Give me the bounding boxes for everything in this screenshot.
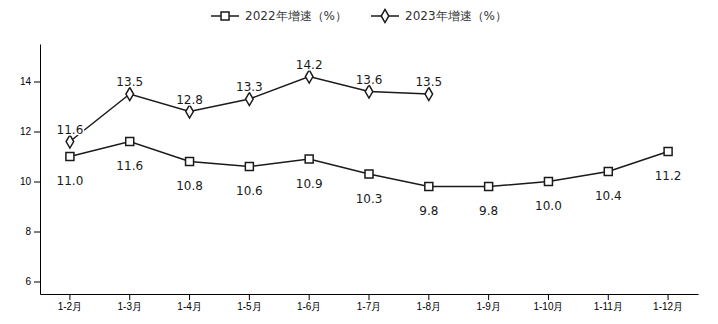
x-tick-label: 1-7月: [357, 301, 381, 312]
x-tick-label: 1-4月: [177, 301, 201, 312]
data-label: 9.8: [419, 204, 438, 218]
marker: [425, 183, 433, 191]
data-label: 13.3: [236, 80, 263, 94]
marker: [126, 138, 134, 146]
data-label: 11.6: [116, 159, 143, 173]
plot: 1-2月 1-3月 1-4月 1-5月 1-6月 1-7月 1-8月 1-9月 1-10月 1-1…: [20, 45, 699, 313]
y-axis: 6 8 10 12 14: [20, 45, 41, 295]
x-tick-mark: [488, 294, 489, 300]
y-tick-label: 12: [20, 126, 32, 137]
x-tick: 1-8月: [417, 294, 441, 312]
x-tick: 1-7月: [357, 294, 381, 312]
x-tick-label: 1-2月: [58, 301, 82, 312]
legend-marker: [221, 12, 229, 20]
x-tick: 1-11月: [594, 294, 623, 312]
marker: [305, 155, 313, 163]
x-tick-mark: [129, 294, 130, 300]
data-label: 10.4: [595, 189, 622, 203]
y-tick: 10: [20, 176, 40, 187]
data-label: 10.3: [356, 192, 383, 206]
marker: [365, 85, 373, 98]
data-label: 10.0: [535, 199, 562, 213]
data-label: 9.8: [479, 204, 498, 218]
marker: [186, 105, 194, 118]
legend: 2022年增速（%） 2023年增速（%）: [211, 9, 507, 23]
x-tick-mark: [309, 294, 310, 300]
y-tick-mark: [34, 82, 40, 83]
x-tick: 1-5月: [237, 294, 261, 312]
x-tick: 1-6月: [297, 294, 321, 312]
marker: [305, 70, 313, 83]
x-tick-label: 1-6月: [297, 301, 321, 312]
data-label: 10.6: [236, 184, 263, 198]
x-tick-label: 1-11月: [594, 301, 623, 312]
marker: [485, 183, 493, 191]
x-tick-label: 1-5月: [237, 301, 261, 312]
marker: [245, 163, 253, 171]
data-label: 12.8: [176, 93, 203, 107]
y-tick-mark: [34, 132, 40, 133]
legend-label: 2023年增速（%）: [405, 9, 507, 23]
y-tick-label: 14: [20, 76, 32, 87]
data-label: 13.5: [116, 75, 143, 89]
x-tick-mark: [369, 294, 370, 300]
data-label: 11.0: [57, 174, 84, 188]
y-tick-mark: [34, 232, 40, 233]
x-axis: 1-2月 1-3月 1-4月 1-5月 1-6月 1-7月 1-8月 1-9月 1-10月 1-1…: [41, 294, 699, 312]
y-axis-line: [40, 45, 41, 295]
marker: [246, 92, 254, 105]
y-tick: 14: [20, 76, 40, 87]
x-tick: 1-4月: [177, 294, 201, 312]
legend-item: 2022年增速（%）: [211, 9, 347, 23]
y-tick-label: 8: [25, 226, 31, 237]
x-tick-mark: [548, 294, 549, 300]
marks: [66, 70, 672, 191]
data-label: 11.6: [57, 123, 84, 137]
legend-marker: [381, 9, 389, 22]
x-tick-mark: [428, 294, 429, 300]
marker: [66, 135, 74, 148]
marker: [425, 87, 433, 100]
marker: [66, 153, 74, 161]
x-tick: 1-3月: [118, 294, 142, 312]
y-tick: 6: [25, 276, 40, 287]
x-tick: 1-9月: [476, 294, 500, 312]
marker: [126, 87, 134, 100]
y-tick-mark: [34, 182, 40, 183]
y-tick: 12: [20, 126, 40, 137]
x-tick-label: 1-10月: [533, 301, 563, 312]
legend-label: 2022年增速（%）: [245, 9, 347, 23]
data-label: 10.8: [176, 179, 203, 193]
data-label: 11.2: [655, 169, 682, 183]
x-tick-mark: [608, 294, 609, 300]
marker: [604, 168, 612, 176]
data-labels: 11.0 11.6 10.8 10.6 10.9 10.3 9.8 9.8 10.0 10.4 11…: [57, 58, 682, 219]
x-tick-label: 1-9月: [476, 301, 500, 312]
x-tick-label: 1-12月: [653, 301, 683, 312]
marker: [664, 148, 672, 156]
y-tick-label: 6: [25, 276, 31, 287]
data-label: 13.6: [356, 73, 383, 87]
marker: [365, 170, 373, 178]
data-label: 13.5: [415, 75, 442, 89]
x-tick-label: 1-3月: [118, 301, 142, 312]
marker: [186, 158, 194, 166]
chart: 1-2月 1-3月 1-4月 1-5月 1-6月 1-7月 1-8月 1-9月 1-10月 1-1…: [0, 0, 718, 324]
y-tick-mark: [34, 282, 40, 283]
marker: [544, 178, 552, 186]
legend-item: 2023年增速（%）: [371, 9, 507, 23]
x-tick: 1-10月: [533, 294, 563, 312]
y-tick: 8: [25, 226, 40, 237]
x-tick: 1-2月: [58, 294, 82, 312]
data-label: 14.2: [296, 58, 323, 72]
y-tick-label: 10: [20, 176, 32, 187]
series-line: [70, 142, 668, 187]
x-tick-mark: [189, 294, 190, 300]
x-tick-label: 1-8月: [417, 301, 441, 312]
x-tick: 1-12月: [653, 294, 683, 312]
x-tick-mark: [249, 294, 250, 300]
data-label: 10.9: [296, 177, 323, 191]
x-tick-mark: [69, 294, 70, 300]
x-tick-mark: [668, 294, 669, 300]
